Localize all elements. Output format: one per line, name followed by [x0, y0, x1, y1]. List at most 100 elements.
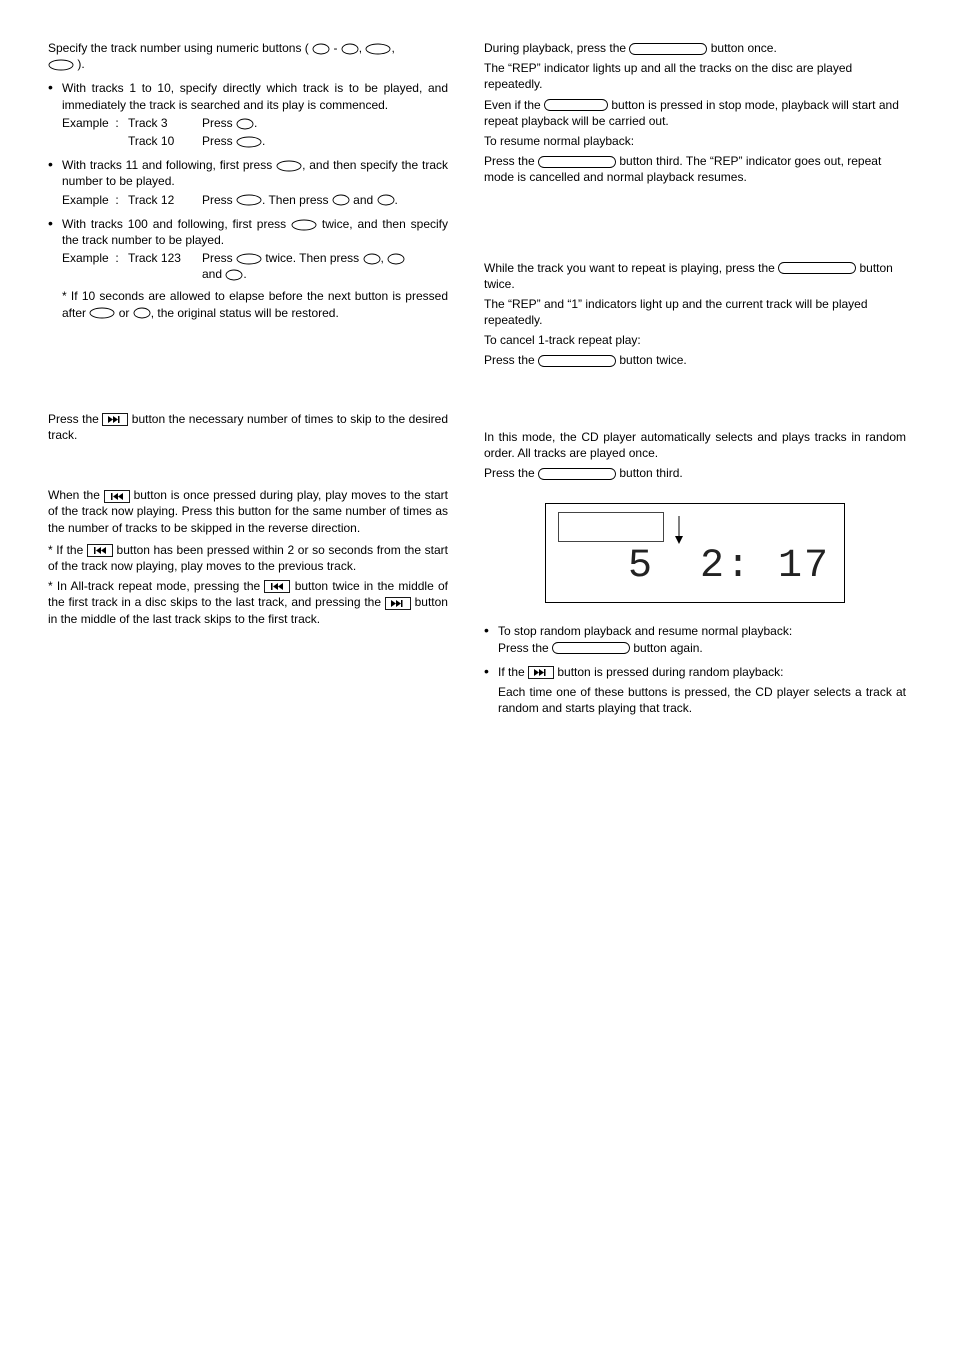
numeric-button-icon — [377, 194, 395, 206]
text: Even if the — [484, 98, 544, 112]
bullet-text: With tracks 1 to 10, specify directly wh… — [62, 80, 448, 112]
bullet-text: If the button is pressed during random p… — [498, 664, 906, 717]
example-row: Example : Track 123 Press twice. Then pr… — [62, 250, 448, 282]
text: When the — [48, 488, 104, 502]
bullet-text: With tracks 100 and following, first pre… — [62, 216, 448, 248]
text: . — [243, 267, 246, 281]
two-column-layout: Specify the track number using numeric b… — [48, 40, 906, 716]
random-play-section: In this mode, the CD player automaticall… — [484, 429, 906, 717]
skip-forward-section: Press the button the necessary number of… — [48, 411, 448, 443]
numeric-button-icon — [89, 307, 115, 319]
bullet-item: To stop random playback and resume norma… — [484, 623, 906, 655]
paragraph: When the button is once pressed during p… — [48, 487, 448, 536]
text: Press — [202, 134, 236, 148]
text: * If the — [48, 543, 87, 557]
lcd-time: 2: 17 — [700, 540, 830, 594]
paragraph: The “REP” and “1” indicators light up an… — [484, 296, 906, 328]
paragraph: Press the button the necessary number of… — [48, 411, 448, 443]
wide-button-icon — [629, 43, 707, 55]
text: Each time one of these buttons is presse… — [498, 684, 906, 716]
left-column: Specify the track number using numeric b… — [48, 40, 448, 716]
text: button is pressed during random playback… — [554, 665, 783, 679]
text: . — [254, 116, 257, 130]
numeric-button-icon — [387, 253, 405, 265]
track-label: Track 3 — [128, 115, 202, 131]
numeric-button-icon — [48, 59, 74, 71]
bullet-item: With tracks 1 to 10, specify directly wh… — [48, 80, 448, 112]
text: Press — [202, 251, 236, 265]
example-row: Example : Track 3 Press . — [62, 115, 448, 131]
wide-button-icon — [538, 156, 616, 168]
numeric-button-icon — [225, 269, 243, 281]
text: and — [350, 193, 377, 207]
bullet-text: With tracks 11 and following, first pres… — [62, 157, 448, 189]
numeric-button-icon — [236, 136, 262, 148]
text: - — [330, 41, 341, 55]
text: . — [262, 134, 265, 148]
text: Press the — [498, 641, 552, 655]
skip-forward-icon — [528, 666, 554, 679]
lcd-indicator-box — [558, 512, 664, 542]
bullet-dot — [484, 664, 498, 717]
paragraph: During playback, press the button once. — [484, 40, 906, 56]
bullet-item: If the button is pressed during random p… — [484, 664, 906, 717]
direct-search-section: Specify the track number using numeric b… — [48, 40, 448, 321]
text: ). — [74, 57, 85, 71]
paragraph: In this mode, the CD player automaticall… — [484, 429, 906, 461]
text: To stop random playback and resume norma… — [498, 624, 792, 638]
skip-back-icon — [264, 580, 290, 593]
numeric-button-icon — [365, 43, 391, 55]
numeric-button-icon — [332, 194, 350, 206]
skip-forward-icon — [385, 597, 411, 610]
track-label: Track 123 — [128, 250, 202, 282]
text: , the original status will be restored. — [151, 306, 339, 320]
track-label: Track 10 — [128, 133, 202, 149]
bullet-item: With tracks 100 and following, first pre… — [48, 216, 448, 248]
bullet-dot — [48, 157, 62, 189]
text: twice. Then press — [262, 251, 363, 265]
skip-back-icon — [104, 490, 130, 503]
example-label: Example — [62, 116, 109, 130]
paragraph: Press the button third. The “REP” indica… — [484, 153, 906, 185]
note-paragraph: * If the button has been pressed within … — [48, 542, 448, 574]
intro-paragraph: Specify the track number using numeric b… — [48, 40, 448, 72]
note-paragraph: * In All-track repeat mode, pressing the… — [48, 578, 448, 627]
skip-forward-icon — [102, 413, 128, 426]
text: . — [395, 193, 398, 207]
example-row: Example : Track 12 Press . Then press an… — [62, 192, 448, 208]
numeric-button-icon — [341, 43, 359, 55]
colon: : — [115, 251, 118, 265]
text: Press the — [484, 353, 538, 367]
skip-back-icon — [87, 544, 113, 557]
numeric-button-icon — [312, 43, 330, 55]
colon: : — [115, 193, 118, 207]
text: button twice. — [616, 353, 687, 367]
text: button third. — [616, 466, 683, 480]
paragraph: Press the button twice. — [484, 352, 906, 368]
bullet-item: With tracks 11 and following, first pres… — [48, 157, 448, 189]
bullet-dot — [48, 80, 62, 112]
paragraph: To resume normal playback: — [484, 133, 906, 149]
numeric-button-icon — [276, 160, 302, 172]
numeric-button-icon — [236, 118, 254, 130]
text: With tracks 100 and following, first pre… — [62, 217, 291, 231]
text: Press the — [484, 154, 538, 168]
text: or — [115, 306, 132, 320]
text: and — [202, 267, 225, 281]
skip-back-section: When the button is once pressed during p… — [48, 487, 448, 627]
lcd-display: 5 2: 17 — [484, 503, 906, 607]
press-text: Press . — [202, 133, 448, 149]
lcd-track-number: 5 — [628, 540, 654, 594]
example-row: Track 10 Press . — [62, 133, 448, 149]
wide-button-icon — [778, 262, 856, 274]
press-text: Press . — [202, 115, 448, 131]
text: Press — [202, 116, 236, 130]
text: button again. — [630, 641, 703, 655]
repeat-all-section: During playback, press the button once. … — [484, 40, 906, 186]
text: If the — [498, 665, 528, 679]
numeric-button-icon — [291, 219, 317, 231]
paragraph: To cancel 1-track repeat play: — [484, 332, 906, 348]
text: * In All-track repeat mode, pressing the — [48, 579, 264, 593]
example-label: Example — [62, 251, 109, 265]
press-text: Press twice. Then press , and . — [202, 250, 448, 282]
